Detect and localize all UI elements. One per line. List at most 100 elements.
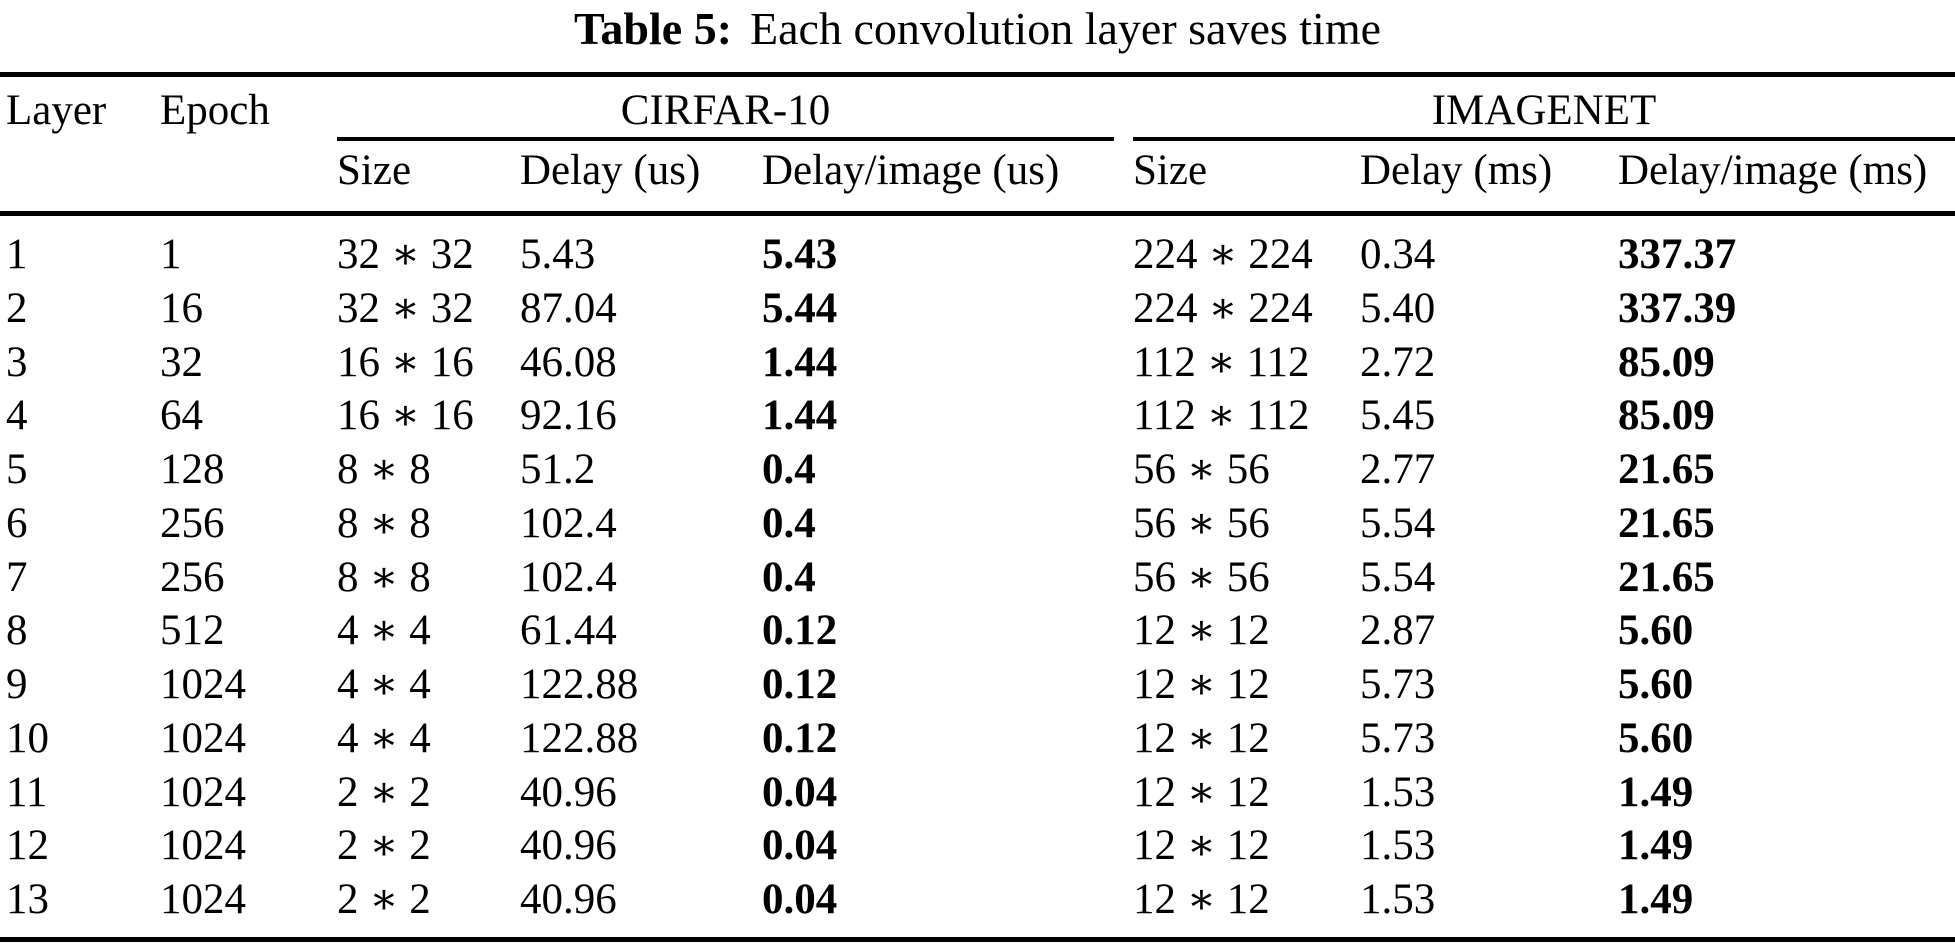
cell-imagenet-delay: 5.40 xyxy=(1360,284,1436,332)
cell-layer: 12 xyxy=(6,822,49,870)
cell-cifar-size: 2 ∗ 2 xyxy=(337,876,431,923)
cell-cifar-delay: 51.2 xyxy=(520,446,596,493)
cell-layer: 3 xyxy=(6,338,28,386)
top-rule xyxy=(0,72,1955,77)
cell-layer: 10 xyxy=(6,714,49,762)
group-header-imagenet: IMAGENET xyxy=(1431,87,1657,134)
cell-epoch: 1024 xyxy=(160,876,246,923)
cell-cifar-size: 8 ∗ 8 xyxy=(337,446,431,493)
col-header-imagenet-delay: Delay (ms) xyxy=(1360,147,1553,194)
cell-cifar-delay-image: 0.12 xyxy=(762,714,838,762)
cell-imagenet-delay-image: 21.65 xyxy=(1618,499,1715,547)
col-header-layer: Layer xyxy=(6,87,107,134)
cell-cifar-delay-image: 0.04 xyxy=(762,822,838,870)
cell-cifar-delay-image: 0.04 xyxy=(762,768,838,816)
cell-cifar-size: 8 ∗ 8 xyxy=(337,499,431,547)
cell-cifar-delay: 102.4 xyxy=(520,499,617,547)
cell-cifar-delay: 92.16 xyxy=(520,392,617,440)
cell-cifar-delay-image: 0.4 xyxy=(762,446,816,493)
cell-epoch: 512 xyxy=(160,607,225,655)
cell-imagenet-delay-image: 5.60 xyxy=(1618,607,1694,655)
cell-epoch: 1024 xyxy=(160,661,246,708)
cell-cifar-size: 8 ∗ 8 xyxy=(337,553,431,601)
cell-imagenet-size: 112 ∗ 112 xyxy=(1133,338,1310,386)
cell-imagenet-size: 224 ∗ 224 xyxy=(1133,231,1313,278)
cell-imagenet-delay-image: 5.60 xyxy=(1618,714,1694,762)
bottom-rule xyxy=(0,937,1955,942)
cell-cifar-delay: 46.08 xyxy=(520,338,617,386)
table-caption-label: Table 5: xyxy=(573,3,733,54)
cell-cifar-size: 2 ∗ 2 xyxy=(337,822,431,870)
cell-imagenet-delay-image: 85.09 xyxy=(1618,338,1715,386)
cell-cifar-size: 16 ∗ 16 xyxy=(337,392,474,440)
cell-imagenet-size: 56 ∗ 56 xyxy=(1133,446,1270,493)
cell-imagenet-delay: 2.72 xyxy=(1360,338,1436,386)
cell-cifar-size: 4 ∗ 4 xyxy=(337,661,431,708)
cell-imagenet-delay-image: 337.37 xyxy=(1618,231,1737,278)
cell-cifar-delay-image: 0.12 xyxy=(762,661,838,708)
cell-epoch: 256 xyxy=(160,499,225,547)
cell-epoch: 32 xyxy=(160,338,203,386)
cell-epoch: 1 xyxy=(160,231,182,278)
cell-epoch: 1024 xyxy=(160,822,246,870)
cell-imagenet-size: 112 ∗ 112 xyxy=(1133,392,1310,440)
cell-imagenet-size: 12 ∗ 12 xyxy=(1133,661,1270,708)
group-header-cifar10: CIRFAR-10 xyxy=(620,87,831,134)
cell-layer: 2 xyxy=(6,284,28,332)
cell-cifar-size: 16 ∗ 16 xyxy=(337,338,474,386)
cell-imagenet-size: 12 ∗ 12 xyxy=(1133,876,1270,923)
cell-imagenet-delay: 5.54 xyxy=(1360,499,1436,547)
cell-cifar-delay: 87.04 xyxy=(520,284,617,332)
cell-imagenet-delay-image: 337.39 xyxy=(1618,284,1737,332)
cell-imagenet-size: 12 ∗ 12 xyxy=(1133,822,1270,870)
cell-cifar-delay-image: 0.4 xyxy=(762,553,816,601)
cell-imagenet-delay: 5.54 xyxy=(1360,553,1436,601)
cell-cifar-size: 32 ∗ 32 xyxy=(337,284,474,332)
cell-cifar-delay: 40.96 xyxy=(520,876,617,923)
cifar-group-rule xyxy=(337,137,1114,141)
cell-epoch: 1024 xyxy=(160,714,246,762)
col-header-imagenet-size: Size xyxy=(1133,147,1208,194)
col-header-cifar-delay: Delay (us) xyxy=(520,147,701,194)
cell-imagenet-size: 56 ∗ 56 xyxy=(1133,499,1270,547)
table-caption-text: Each convolution layer saves time xyxy=(750,3,1382,54)
cell-imagenet-delay: 1.53 xyxy=(1360,768,1436,816)
cell-cifar-size: 2 ∗ 2 xyxy=(337,768,431,816)
cell-imagenet-delay-image: 21.65 xyxy=(1618,553,1715,601)
cell-epoch: 128 xyxy=(160,446,225,493)
cell-imagenet-delay: 5.73 xyxy=(1360,714,1436,762)
cell-layer: 9 xyxy=(6,661,28,708)
cell-imagenet-delay-image: 5.60 xyxy=(1618,661,1694,708)
cell-layer: 8 xyxy=(6,607,28,655)
cell-cifar-size: 4 ∗ 4 xyxy=(337,714,431,762)
cell-imagenet-delay-image: 1.49 xyxy=(1618,768,1694,816)
cell-imagenet-delay: 1.53 xyxy=(1360,876,1436,923)
cell-cifar-delay: 40.96 xyxy=(520,822,617,870)
cell-imagenet-size: 12 ∗ 12 xyxy=(1133,607,1270,655)
cell-cifar-delay: 102.4 xyxy=(520,553,617,601)
cell-imagenet-size: 56 ∗ 56 xyxy=(1133,553,1270,601)
cell-epoch: 16 xyxy=(160,284,203,332)
cell-imagenet-size: 12 ∗ 12 xyxy=(1133,768,1270,816)
col-header-cifar-delay-image: Delay/image (us) xyxy=(762,147,1060,194)
cell-layer: 11 xyxy=(6,768,48,816)
cell-layer: 1 xyxy=(6,231,28,278)
cell-imagenet-size: 224 ∗ 224 xyxy=(1133,284,1313,332)
cell-layer: 13 xyxy=(6,876,49,923)
cell-layer: 4 xyxy=(6,392,28,440)
cell-cifar-delay-image: 0.4 xyxy=(762,499,816,547)
cell-cifar-delay: 40.96 xyxy=(520,768,617,816)
imagenet-group-rule xyxy=(1133,137,1955,141)
cell-cifar-size: 32 ∗ 32 xyxy=(337,231,474,278)
cell-imagenet-delay: 5.45 xyxy=(1360,392,1436,440)
cell-layer: 5 xyxy=(6,446,28,493)
cell-imagenet-delay: 1.53 xyxy=(1360,822,1436,870)
cell-imagenet-delay: 2.77 xyxy=(1360,446,1436,493)
col-header-imagenet-delay-image: Delay/image (ms) xyxy=(1618,147,1928,194)
cell-imagenet-delay: 2.87 xyxy=(1360,607,1436,655)
col-header-epoch: Epoch xyxy=(160,87,270,134)
cell-imagenet-delay-image: 85.09 xyxy=(1618,392,1715,440)
cell-imagenet-delay-image: 1.49 xyxy=(1618,822,1694,870)
header-rule xyxy=(0,211,1955,216)
